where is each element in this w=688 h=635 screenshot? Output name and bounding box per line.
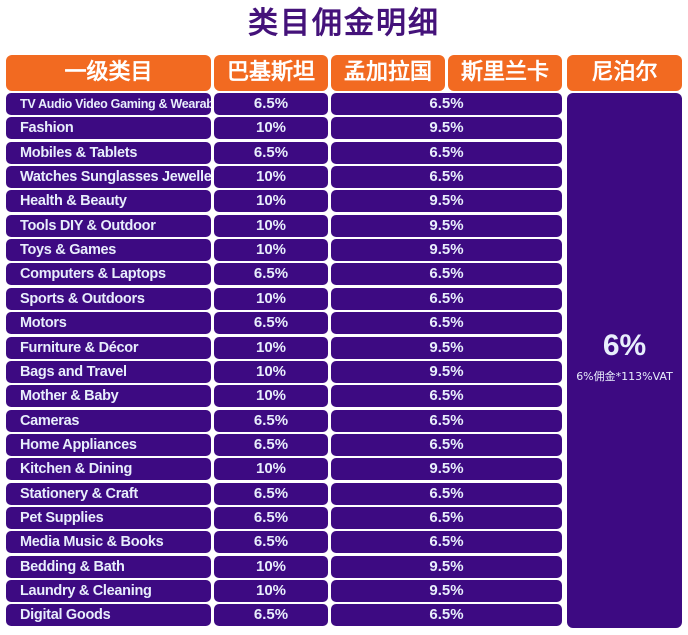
bangladesh-srilanka-rate-cell: 9.5% [331, 580, 562, 602]
bangladesh-srilanka-rate-cell: 9.5% [331, 336, 562, 359]
page-title: 类目佣金明细 [248, 6, 440, 41]
bangladesh-srilanka-rate-cell: 9.5% [331, 190, 562, 213]
pakistan-rate-cell: 10% [214, 239, 328, 262]
pakistan-rate-cell: 10% [214, 287, 328, 310]
category-cell: Sports & Outdoors [6, 287, 211, 310]
pakistan-rate-cell: 6.5% [214, 263, 328, 286]
bangladesh-srilanka-rate-cell: 6.5% [331, 263, 562, 286]
pakistan-rate-cell: 6.5% [214, 531, 328, 554]
category-cell: Mobiles & Tablets [6, 141, 211, 164]
pakistan-rate-cell: 10% [214, 555, 328, 578]
bangladesh-srilanka-rate-cell: 9.5% [331, 458, 562, 481]
bangladesh-srilanka-rate-cell: 9.5% [331, 555, 562, 578]
pakistan-rate-cell: 6.5% [214, 312, 328, 335]
pakistan-rate-cell: 6.5% [214, 506, 328, 529]
bangladesh-srilanka-rate-cell: 6.5% [331, 506, 562, 529]
category-cell: Laundry & Cleaning [6, 580, 211, 602]
bangladesh-srilanka-rate-cell: 9.5% [331, 117, 562, 140]
category-cell: Watches Sunglasses Jewellery [6, 166, 211, 189]
bangladesh-srilanka-rate-cell: 6.5% [331, 312, 562, 335]
category-cell: Fashion [6, 117, 211, 140]
pakistan-rate-cell: 6.5% [214, 141, 328, 164]
category-cell: Home Appliances [6, 433, 211, 456]
header-nepal: 尼泊尔 [567, 55, 682, 91]
bangladesh-srilanka-rate-cell: 6.5% [331, 433, 562, 456]
bangladesh-srilanka-rate-cell: 9.5% [331, 360, 562, 383]
bangladesh-srilanka-rate-cell: 6.5% [331, 409, 562, 432]
header-bangladesh: 孟加拉国 [331, 55, 445, 91]
category-cell: Media Music & Books [6, 531, 211, 554]
pakistan-rate-cell: 10% [214, 580, 328, 602]
category-cell: Motors [6, 312, 211, 335]
category-cell: Tools DIY & Outdoor [6, 214, 211, 237]
category-cell: Bags and Travel [6, 360, 211, 383]
nepal-rate-note: 6%佣金*113%VAT [576, 370, 673, 383]
category-cell: Kitchen & Dining [6, 458, 211, 481]
bangladesh-srilanka-rate-cell: 6.5% [331, 604, 562, 627]
category-cell: Stationery & Craft [6, 482, 211, 505]
header-pakistan: 巴基斯坦 [214, 55, 328, 91]
bangladesh-srilanka-rate-cell: 6.5% [331, 385, 562, 408]
bangladesh-srilanka-rate-cell: 6.5% [331, 93, 562, 115]
pakistan-rate-cell: 10% [214, 385, 328, 408]
pakistan-rate-cell: 10% [214, 166, 328, 189]
nepal-rate-panel: 6% 6%佣金*113%VAT [567, 93, 682, 628]
bangladesh-srilanka-rate-cell: 6.5% [331, 531, 562, 554]
bangladesh-srilanka-rate-cell: 6.5% [331, 166, 562, 189]
category-cell: Mother & Baby [6, 385, 211, 408]
pakistan-rate-cell: 10% [214, 360, 328, 383]
pakistan-rate-cell: 10% [214, 190, 328, 213]
category-cell: Digital Goods [6, 604, 211, 627]
category-cell: Computers & Laptops [6, 263, 211, 286]
pakistan-rate-cell: 6.5% [214, 433, 328, 456]
pakistan-rate-cell: 10% [214, 214, 328, 237]
category-cell: TV Audio Video Gaming & Wearables [6, 93, 211, 115]
nepal-rate: 6% [602, 329, 647, 362]
category-cell: Health & Beauty [6, 190, 211, 213]
bangladesh-srilanka-rate-cell: 6.5% [331, 141, 562, 164]
bangladesh-srilanka-rate-cell: 9.5% [331, 239, 562, 262]
pakistan-rate-cell: 6.5% [214, 604, 328, 627]
pakistan-rate-cell: 10% [214, 336, 328, 359]
pakistan-rate-cell: 10% [214, 117, 328, 140]
header-srilanka: 斯里兰卡 [448, 55, 562, 91]
category-cell: Furniture & Décor [6, 336, 211, 359]
pakistan-rate-cell: 6.5% [214, 409, 328, 432]
pakistan-rate-cell: 10% [214, 458, 328, 481]
bangladesh-srilanka-rate-cell: 9.5% [331, 214, 562, 237]
category-cell: Cameras [6, 409, 211, 432]
bangladesh-srilanka-rate-cell: 6.5% [331, 482, 562, 505]
category-cell: Bedding & Bath [6, 555, 211, 578]
pakistan-rate-cell: 6.5% [214, 482, 328, 505]
bangladesh-srilanka-rate-cell: 6.5% [331, 287, 562, 310]
category-cell: Pet Supplies [6, 506, 211, 529]
pakistan-rate-cell: 6.5% [214, 93, 328, 115]
category-cell: Toys & Games [6, 239, 211, 262]
header-category: 一级类目 [6, 55, 211, 91]
